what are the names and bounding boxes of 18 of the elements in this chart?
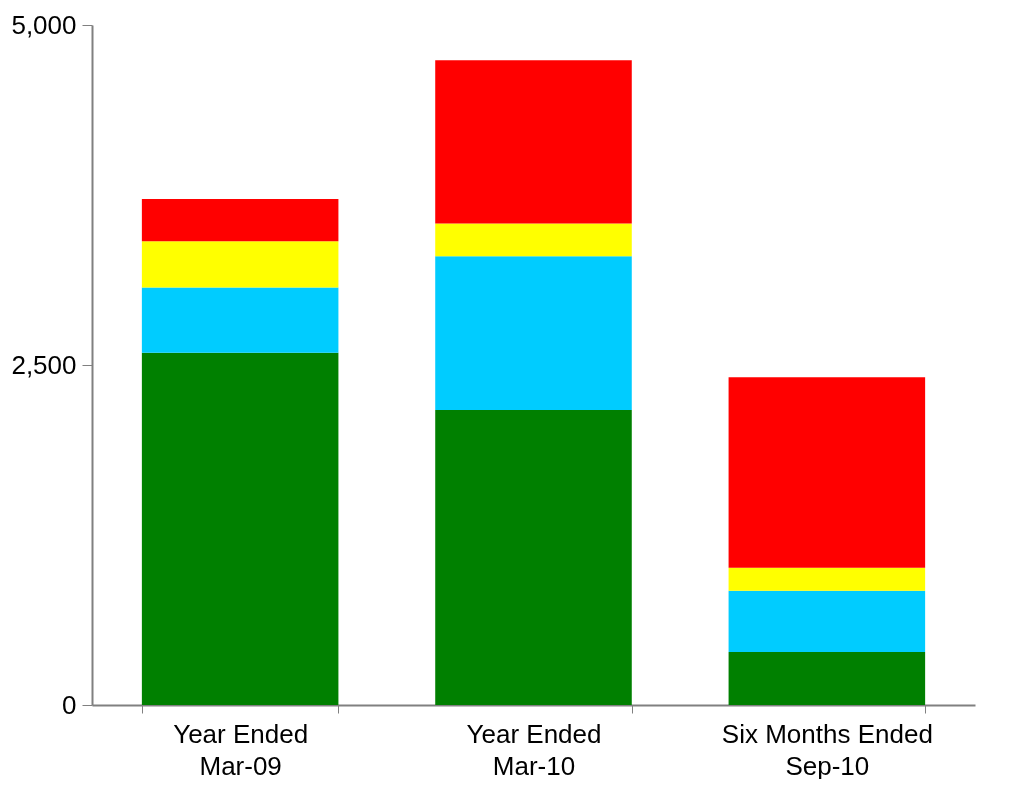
bar — [141, 241, 339, 288]
x-tick-label: Six Months Ended Sep-10 — [721, 718, 933, 781]
x-tick-label: Year Ended Mar-09 — [173, 718, 309, 781]
bar — [435, 60, 632, 224]
y-tick-label: 5,000 — [11, 9, 77, 40]
bar — [728, 567, 926, 591]
bar — [141, 352, 339, 705]
y-tick-label: 0 — [62, 689, 77, 720]
y-tick-label: 2,500 — [11, 349, 77, 380]
bar — [728, 651, 926, 705]
bar — [141, 199, 339, 242]
bar — [728, 377, 926, 568]
x-tick-label: Year Ended Mar-10 — [466, 718, 602, 781]
bar — [728, 590, 926, 652]
bar — [435, 409, 632, 705]
bar — [435, 223, 632, 257]
bar — [141, 287, 339, 353]
bar — [435, 256, 632, 410]
